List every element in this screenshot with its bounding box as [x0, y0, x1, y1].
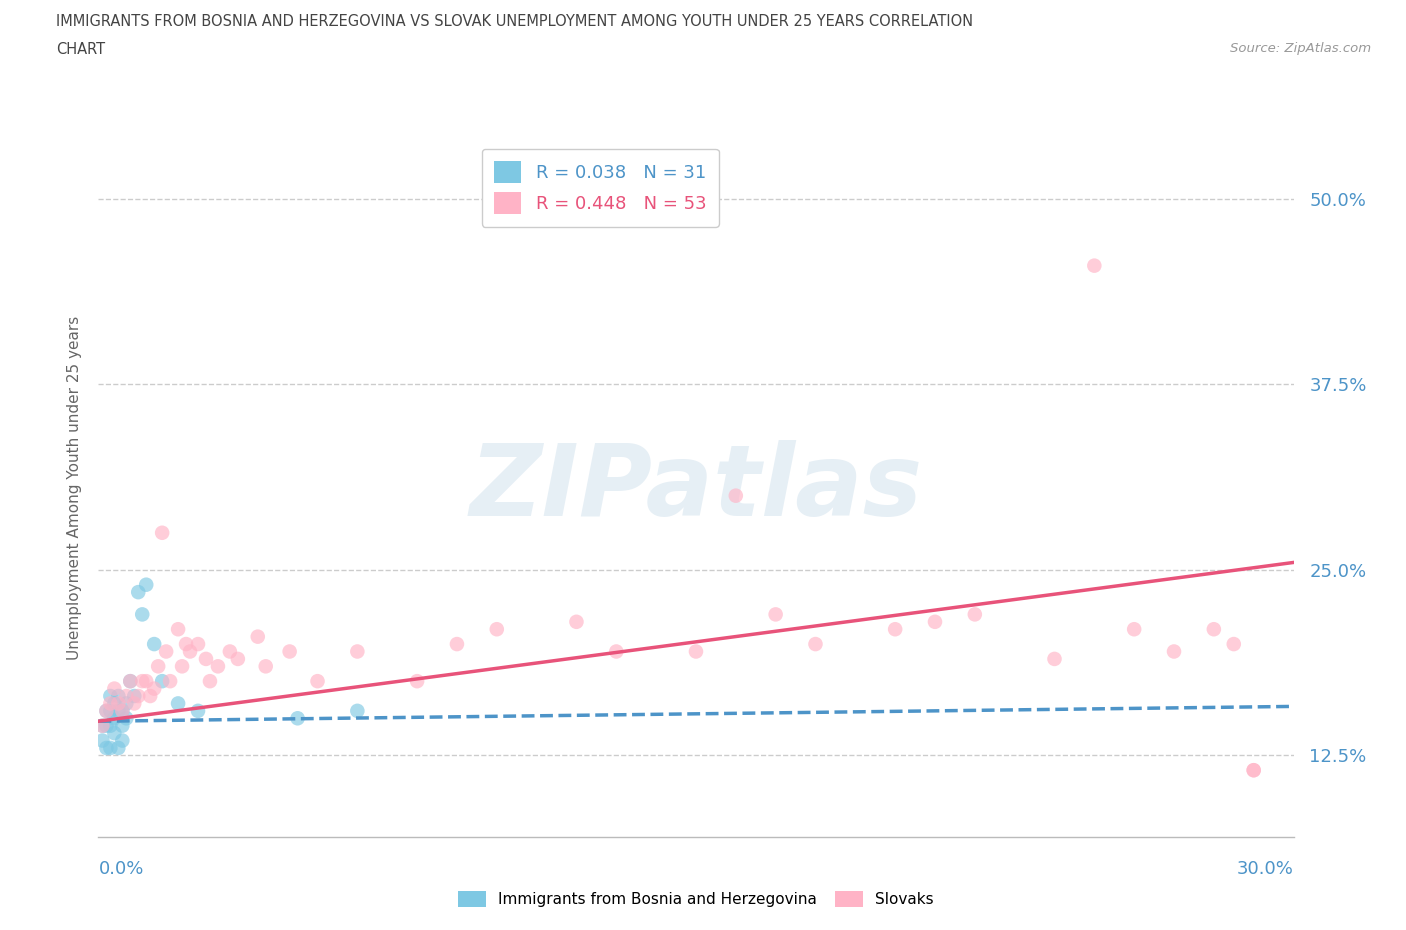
Point	[135, 673, 157, 688]
Point	[1043, 652, 1066, 667]
Point	[246, 630, 269, 644]
Point	[179, 644, 201, 659]
Point	[1083, 259, 1105, 273]
Text: ZIPatlas: ZIPatlas	[470, 440, 922, 537]
Point	[103, 725, 125, 740]
Point	[884, 622, 907, 637]
Point	[187, 703, 209, 718]
Point	[91, 733, 114, 748]
Point	[115, 688, 138, 703]
Point	[115, 696, 138, 711]
Point	[1123, 622, 1146, 637]
Point	[219, 644, 242, 659]
Point	[107, 696, 129, 711]
Point	[98, 696, 122, 711]
Point	[111, 718, 134, 733]
Text: IMMIGRANTS FROM BOSNIA AND HERZEGOVINA VS SLOVAK UNEMPLOYMENT AMONG YOUTH UNDER : IMMIGRANTS FROM BOSNIA AND HERZEGOVINA V…	[56, 14, 973, 29]
Point	[107, 740, 129, 755]
Point	[724, 488, 747, 503]
Point	[150, 525, 173, 540]
Point	[143, 681, 166, 696]
Point	[96, 718, 118, 733]
Point	[278, 644, 301, 659]
Point	[346, 703, 368, 718]
Point	[155, 644, 177, 659]
Point	[131, 607, 153, 622]
Point	[765, 607, 787, 622]
Point	[167, 696, 190, 711]
Point	[446, 637, 468, 652]
Point	[111, 703, 134, 718]
Point	[96, 740, 118, 755]
Point	[107, 688, 129, 703]
Point	[167, 622, 190, 637]
Point	[91, 718, 114, 733]
Text: 30.0%: 30.0%	[1237, 860, 1294, 878]
Point	[103, 681, 125, 696]
Point	[172, 658, 194, 673]
Point	[1222, 637, 1246, 652]
Point	[226, 652, 249, 667]
Point	[127, 585, 149, 600]
Point	[107, 703, 129, 718]
Point	[120, 673, 142, 688]
Point	[924, 615, 946, 630]
Point	[194, 652, 218, 667]
Point	[127, 688, 149, 703]
Point	[120, 673, 142, 688]
Point	[91, 718, 114, 733]
Point	[963, 607, 986, 622]
Point	[207, 658, 229, 673]
Point	[685, 644, 707, 659]
Point	[254, 658, 277, 673]
Point	[98, 703, 122, 718]
Y-axis label: Unemployment Among Youth under 25 years: Unemployment Among Youth under 25 years	[66, 316, 82, 660]
Point	[124, 688, 146, 703]
Point	[406, 673, 429, 688]
Point	[565, 615, 588, 630]
Point	[804, 637, 827, 652]
Point	[135, 578, 157, 592]
Text: CHART: CHART	[56, 42, 105, 57]
Point	[139, 688, 162, 703]
Point	[96, 703, 118, 718]
Legend: Immigrants from Bosnia and Herzegovina, Slovaks: Immigrants from Bosnia and Herzegovina, …	[453, 884, 939, 913]
Point	[198, 673, 221, 688]
Point	[485, 622, 508, 637]
Point	[98, 688, 122, 703]
Point	[143, 637, 166, 652]
Text: 0.0%: 0.0%	[98, 860, 143, 878]
Point	[124, 696, 146, 711]
Point	[346, 644, 368, 659]
Point	[150, 673, 173, 688]
Point	[1243, 763, 1265, 777]
Point	[1202, 622, 1225, 637]
Point	[103, 696, 125, 711]
Point	[159, 673, 181, 688]
Point	[98, 740, 122, 755]
Point	[287, 711, 309, 725]
Point	[96, 703, 118, 718]
Point	[111, 703, 134, 718]
Point	[605, 644, 627, 659]
Point	[148, 658, 170, 673]
Point	[115, 711, 138, 725]
Legend: R = 0.038   N = 31, R = 0.448   N = 53: R = 0.038 N = 31, R = 0.448 N = 53	[482, 149, 718, 227]
Point	[131, 673, 153, 688]
Text: Source: ZipAtlas.com: Source: ZipAtlas.com	[1230, 42, 1371, 55]
Point	[98, 718, 122, 733]
Point	[111, 733, 134, 748]
Point	[174, 637, 197, 652]
Point	[1243, 763, 1265, 777]
Point	[1163, 644, 1185, 659]
Point	[187, 637, 209, 652]
Point	[307, 673, 329, 688]
Point	[103, 711, 125, 725]
